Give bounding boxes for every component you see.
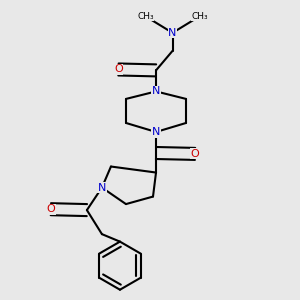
- Text: CH₃: CH₃: [191, 12, 208, 21]
- Text: CH₃: CH₃: [137, 12, 154, 21]
- Text: O: O: [114, 64, 123, 74]
- Text: N: N: [98, 183, 106, 193]
- Text: N: N: [168, 28, 177, 38]
- Text: N: N: [152, 86, 160, 96]
- Text: N: N: [152, 127, 160, 137]
- Text: O: O: [46, 204, 55, 214]
- Text: O: O: [191, 149, 200, 159]
